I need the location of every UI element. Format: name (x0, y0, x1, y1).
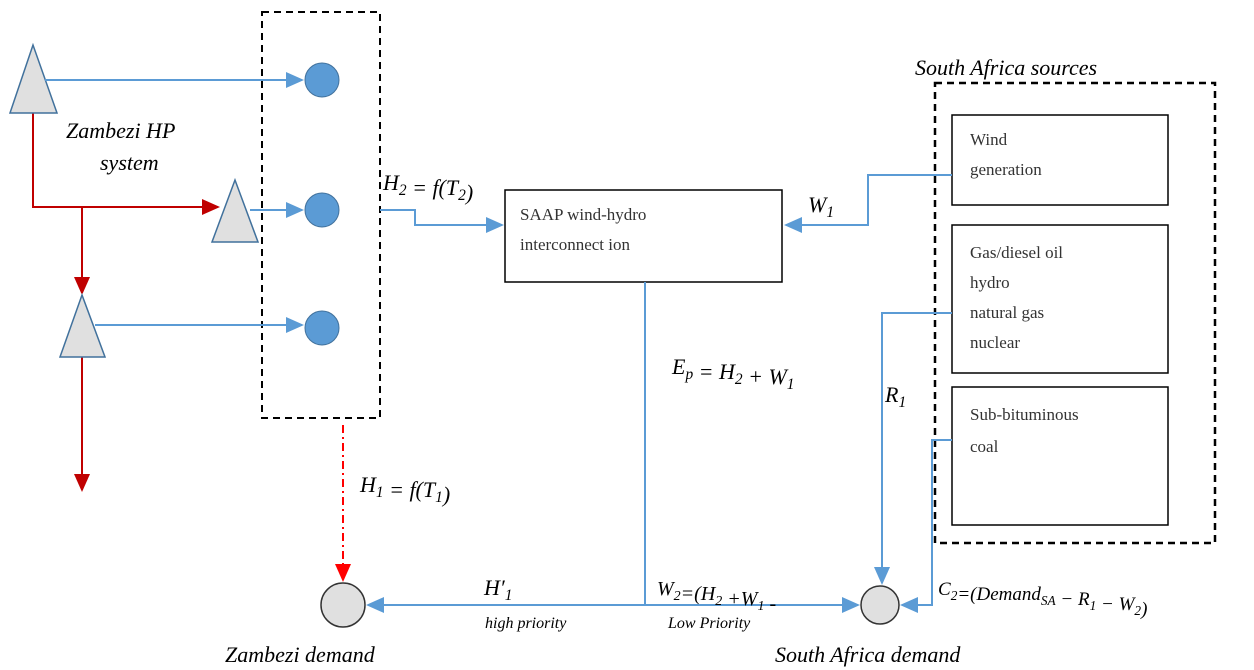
box-text: interconnect ion (520, 235, 630, 254)
subscript: 2 (1134, 603, 1141, 618)
math-text: = f(T (384, 477, 437, 502)
math-text: ) (1140, 599, 1147, 620)
shapes (8, 11, 1217, 628)
system-label: system (100, 150, 159, 175)
system-label: Zambezi HP (66, 118, 175, 143)
subscript: 1 (376, 484, 384, 501)
math-text: =(H (681, 583, 717, 605)
subscript: 1 (898, 394, 906, 411)
math-text: ) (464, 180, 473, 205)
box-text: nuclear (970, 333, 1020, 352)
priority-label: Low Priority (667, 615, 751, 632)
math-text: C (938, 579, 951, 600)
title: South Africa sources (915, 55, 1097, 80)
box-text: SAAP wind-hydro (520, 205, 646, 224)
math-label: Ep = H2 + W1 (671, 354, 794, 393)
subscript: 1 (757, 599, 764, 614)
priority-label: high priority (485, 615, 567, 632)
math-text: W (657, 578, 676, 600)
box-text: Sub-bituminous (970, 405, 1079, 424)
math-label: W2=(H2 +W1 - (657, 578, 776, 615)
math-text: ) (441, 482, 450, 507)
subscript: 1 (787, 376, 795, 393)
box-text: natural gas (970, 303, 1044, 322)
math-label: R1 (884, 382, 906, 411)
math-text: = H (693, 359, 736, 384)
subscript: 1 (505, 587, 513, 604)
math-text: + W (743, 364, 789, 389)
box-text: Wind (970, 130, 1008, 149)
demand-label: Zambezi demand (225, 642, 376, 667)
subscript: 1 (826, 204, 834, 221)
math-text: E (671, 354, 686, 379)
subscript: 2 (951, 588, 958, 603)
subscript: 2 (735, 371, 743, 388)
math-label: H1 = f(T1) (359, 472, 450, 507)
math-text: − W (1096, 594, 1136, 615)
math-text: W (808, 192, 828, 217)
math-text: R (884, 382, 899, 407)
subscript: p (684, 366, 693, 383)
math-text: = f(T (407, 175, 460, 200)
box-text: generation (970, 160, 1042, 179)
subscript: 2 (458, 187, 466, 204)
math-text: − R (1056, 589, 1090, 610)
subscript: 1 (1090, 598, 1097, 613)
math-label: C2=(DemandSA − R1 − W2) (938, 579, 1147, 620)
math-label: H′1 (483, 575, 512, 604)
math-text: H (359, 472, 377, 497)
math-text: - (764, 593, 776, 615)
box-text: coal (970, 437, 999, 456)
math-text: H′ (483, 575, 506, 600)
math-text: +W (722, 588, 759, 610)
subscript: SA (1041, 593, 1057, 608)
subscript: 2 (715, 594, 722, 609)
math-text: H (382, 170, 400, 195)
demand-label: South Africa demand (775, 642, 961, 667)
math-label: W1 (808, 192, 834, 221)
subscript: 1 (435, 489, 443, 506)
subscript: 2 (674, 589, 681, 604)
subscript: 2 (399, 182, 407, 199)
box-text: Gas/diesel oil (970, 243, 1063, 262)
math-text: =(Demand (957, 584, 1041, 605)
box-text: hydro (970, 273, 1010, 292)
math-label: H2 = f(T2) (382, 170, 473, 205)
